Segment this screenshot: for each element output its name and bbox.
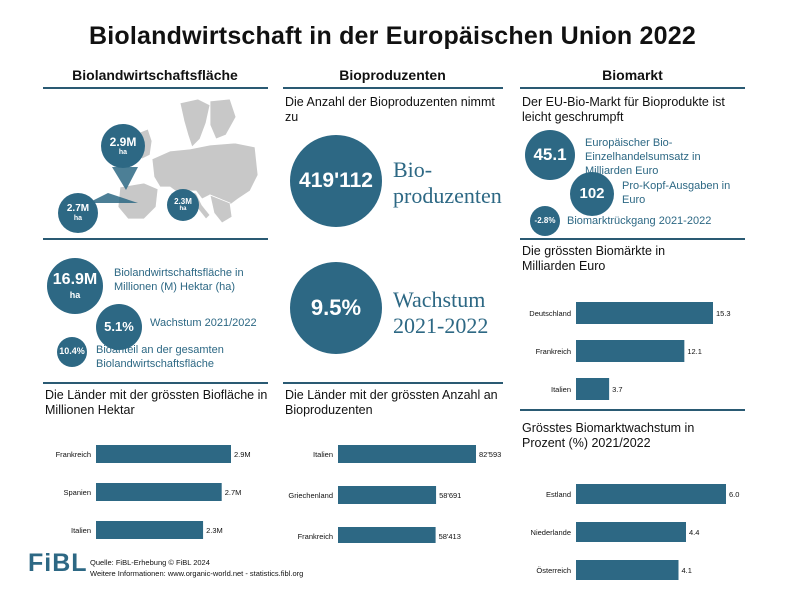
category-label: Österreich xyxy=(536,566,571,575)
value-label: 15.3 xyxy=(716,309,731,318)
category-label: Deutschland xyxy=(529,309,571,318)
area-growth-value: 5.1% xyxy=(104,319,134,335)
market-percap-label: Pro-Kopf-Ausgaben in Euro xyxy=(622,180,731,206)
category-label: Frankreich xyxy=(536,347,571,356)
category-label: Frankreich xyxy=(56,450,91,459)
divider xyxy=(520,409,745,411)
map-bubble-spain: 2.7M ha xyxy=(58,193,98,233)
market-percap-bubble: 102 xyxy=(570,172,614,216)
map-bubble-unit: ha xyxy=(179,206,187,213)
producers-count-label-2: produzenten xyxy=(393,183,502,208)
value-label: 4.1 xyxy=(682,566,692,575)
producers-count-label-1: Bio- xyxy=(393,157,433,182)
fibl-logo: FiBL xyxy=(28,549,88,577)
category-label: Italien xyxy=(71,526,91,535)
producers-growth-label-2: 2021-2022 xyxy=(393,313,489,338)
divider xyxy=(283,87,503,89)
value-label: 2.9M xyxy=(234,450,251,459)
chart-growth-by-country: Estland 6.0 Niederlande 4.4 Österreich 4.1 xyxy=(531,484,739,580)
bar xyxy=(96,445,231,463)
bar xyxy=(338,486,437,504)
producers-growth-label-1: Wachstum xyxy=(393,287,486,312)
market-decline-bubble: -2.8% xyxy=(530,206,560,236)
producers-growth-bubble: 9.5% xyxy=(290,262,382,354)
area-growth-bubble: 5.1% xyxy=(96,304,142,350)
bar xyxy=(576,340,685,362)
category-label: Frankreich xyxy=(298,532,333,541)
category-label: Niederlande xyxy=(531,528,571,537)
map-bubble-value: 2.3M xyxy=(174,196,192,206)
divider xyxy=(520,238,745,240)
map-bubble-unit: ha xyxy=(73,214,83,222)
chart-producers-by-country: Italien 82'593 Griechenland 58'691 Frankreic… xyxy=(288,445,501,543)
value-label: 58'691 xyxy=(439,491,461,500)
area-total-unit: ha xyxy=(69,289,81,300)
source-text: Quelle: FiBL-Erhebung © FiBL 2024 xyxy=(90,558,210,567)
bar xyxy=(338,527,436,543)
category-label: Estland xyxy=(546,490,571,499)
divider xyxy=(283,382,503,384)
page-title: Biolandwirtschaft in der Europäischen Un… xyxy=(89,22,696,50)
map-bubble-value: 2.9M xyxy=(109,135,137,150)
producers-count-bubble: 419'112 xyxy=(290,135,382,227)
market-percap-value: 102 xyxy=(579,185,605,203)
divider xyxy=(520,87,745,89)
producers-growth-value: 9.5% xyxy=(310,295,362,321)
value-label: 2.3M xyxy=(206,526,223,535)
producers-heading: Die Anzahl der Bioproduzenten nimmt zu xyxy=(285,95,495,124)
category-label: Griechenland xyxy=(288,491,333,500)
market-retail-value: 45.1 xyxy=(533,145,567,165)
bar xyxy=(576,522,686,542)
value-label: 82'593 xyxy=(479,450,501,459)
bar xyxy=(576,302,713,324)
chart-title-area: Die Länder mit der grössten Biofläche in… xyxy=(45,388,268,417)
map-bubble-unit: ha xyxy=(118,148,128,156)
area-share-label: Bioanteil an der gesamten Biolandwirtsch… xyxy=(96,344,224,370)
chart-title-producers: Die Länder mit der grössten Anzahl an Bi… xyxy=(285,388,498,417)
value-label: 12.1 xyxy=(687,347,702,356)
area-growth-label: Wachstum 2021/2022 xyxy=(150,317,257,329)
divider xyxy=(43,382,268,384)
market-heading: Der EU-Bio-Markt für Bioprodukte ist lei… xyxy=(522,95,725,124)
column-heading-producers: Bioproduzenten xyxy=(339,67,446,83)
divider xyxy=(43,238,268,240)
bar xyxy=(338,445,476,463)
chart-title-growth: Grösstes Biomarktwachstum in Prozent (%)… xyxy=(522,421,695,450)
column-heading-market: Biomarkt xyxy=(602,67,663,83)
category-label: Italien xyxy=(313,450,333,459)
value-label: 4.4 xyxy=(689,528,699,537)
category-label: Italien xyxy=(551,385,571,394)
area-total-bubble: 16.9M ha xyxy=(47,258,103,314)
market-retail-label: Europäischer Bio-Einzelhandelsumsatz in … xyxy=(585,137,701,177)
bar xyxy=(96,521,204,539)
value-label: 3.7 xyxy=(612,385,622,394)
category-label: Spanien xyxy=(63,488,91,497)
chart-area-by-country: Frankreich 2.9M Spanien 2.7M Italien 2.3M xyxy=(56,445,251,539)
divider xyxy=(43,87,268,89)
bar xyxy=(576,560,679,580)
map-bubble-italy: 2.3M ha xyxy=(167,189,199,221)
chart-markets-by-country: Deutschland 15.3 Frankreich 12.1 Italien 3.7 xyxy=(529,302,731,400)
value-label: 2.7M xyxy=(225,488,242,497)
area-share-value: 10.4% xyxy=(59,346,85,357)
map-bubble-france: 2.9M ha xyxy=(101,124,145,168)
value-label: 6.0 xyxy=(729,490,739,499)
bar xyxy=(576,378,610,400)
bar xyxy=(576,484,726,504)
area-total-label: Biolandwirtschaftsfläche in Millionen (M… xyxy=(114,267,244,293)
market-decline-value: -2.8% xyxy=(534,215,556,225)
column-heading-area: Biolandwirtschaftsfläche xyxy=(72,67,238,83)
bar xyxy=(96,483,222,501)
market-retail-bubble: 45.1 xyxy=(525,130,575,180)
chart-title-markets: Die grössten Biomärkte in Milliarden Eur… xyxy=(522,244,666,273)
area-share-bubble: 10.4% xyxy=(57,337,87,367)
map-bubble-value: 2.7M xyxy=(66,203,90,215)
producers-count-value: 419'112 xyxy=(299,168,373,192)
value-label: 58'413 xyxy=(439,532,461,541)
market-decline-label: Biomarktrückgang 2021-2022 xyxy=(567,215,712,227)
more-info-text: Weitere Informationen: www.organic-world… xyxy=(90,569,304,578)
area-total-value: 16.9M xyxy=(52,270,98,288)
